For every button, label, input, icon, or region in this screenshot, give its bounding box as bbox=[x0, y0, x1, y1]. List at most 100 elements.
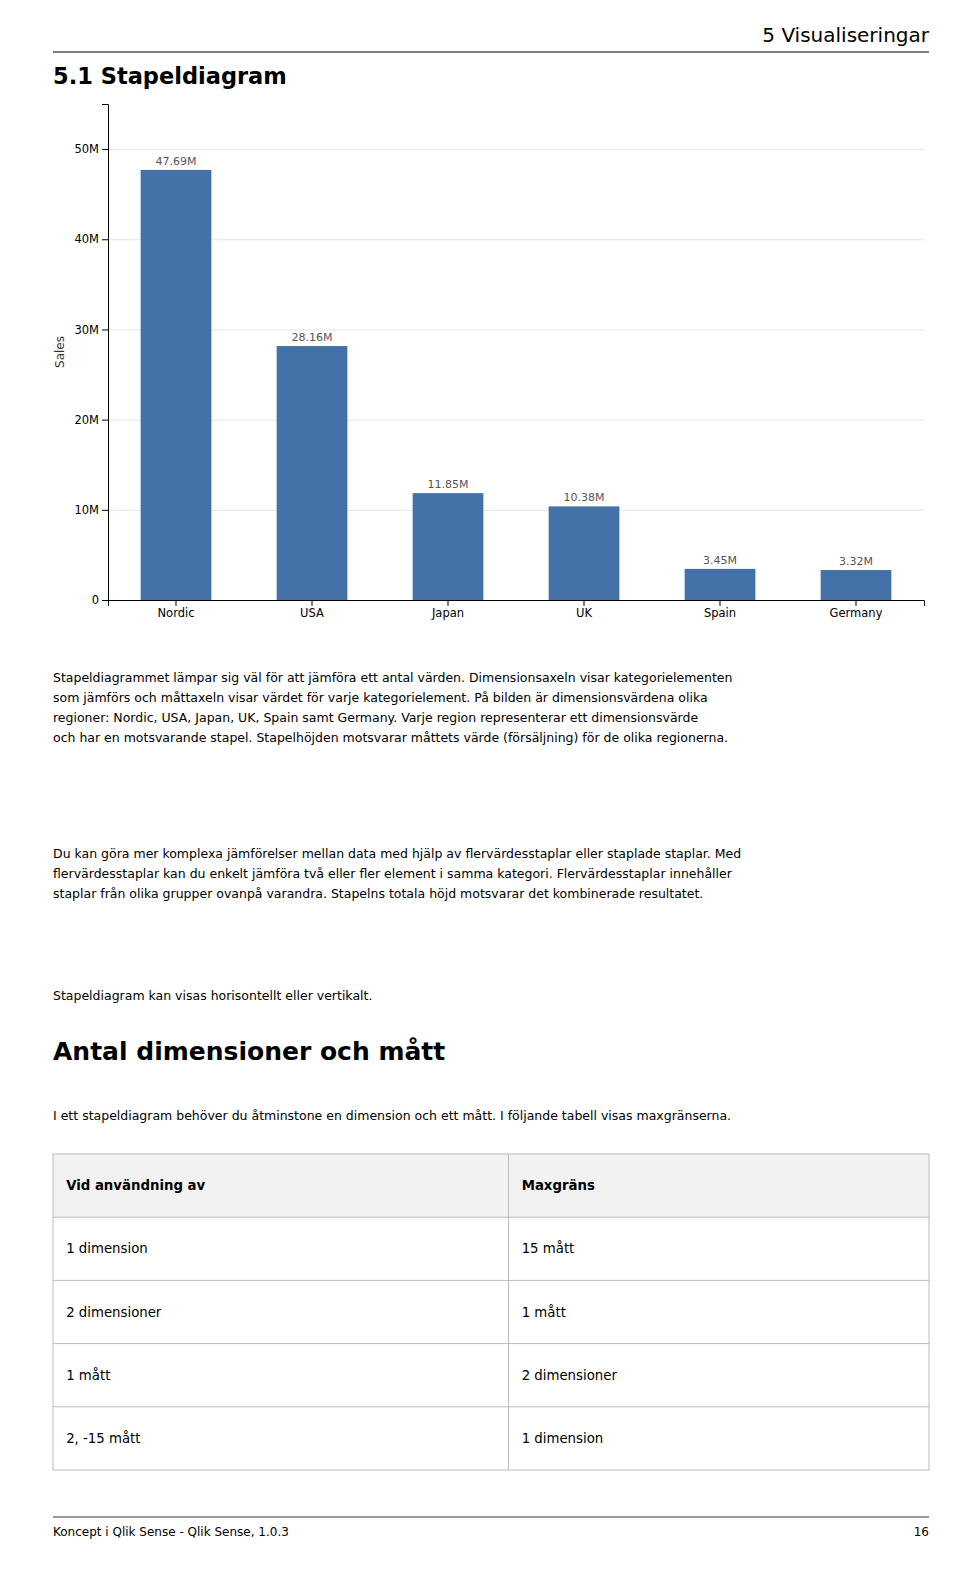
paragraph-line: som jämförs och måttaxeln visar värdet f… bbox=[53, 690, 708, 705]
x-tick: USA bbox=[300, 600, 324, 620]
table-cell: 15 mått bbox=[522, 1240, 575, 1256]
paragraph: Stapeldiagram kan visas horisontellt ell… bbox=[53, 988, 372, 1003]
grid-line bbox=[108, 510, 924, 511]
grid-tick bbox=[108, 239, 924, 240]
table-row-line bbox=[53, 1217, 929, 1218]
y-tick-label: 40M bbox=[74, 232, 99, 246]
data-label: 11.85M bbox=[428, 478, 469, 491]
paragraph: Du kan göra mer komplexa jämförelser mel… bbox=[53, 846, 741, 901]
bar bbox=[685, 569, 756, 600]
y-tick-label: 0 bbox=[92, 593, 99, 607]
x-tick-label: Nordic bbox=[158, 606, 195, 620]
paragraph-line: och har en motsvarande stapel. Stapelhöj… bbox=[53, 730, 728, 745]
y-tick-label: 30M bbox=[74, 323, 99, 337]
section2-title: Antal dimensioner och mått bbox=[53, 1037, 445, 1066]
table-col-line bbox=[508, 1154, 509, 1470]
data-label: 3.32M bbox=[839, 555, 873, 568]
y-tick-mark bbox=[102, 600, 108, 601]
table-row-line bbox=[53, 1280, 929, 1281]
paragraph-line: Stapeldiagrammet lämpar sig väl för att … bbox=[53, 670, 732, 685]
x-tick-label: Germany bbox=[830, 606, 883, 620]
y-tick: 30M bbox=[74, 323, 108, 337]
grid-tick bbox=[108, 420, 924, 421]
grid-line bbox=[108, 329, 924, 330]
x-tick: Germany bbox=[830, 600, 883, 620]
y-tick: 40M bbox=[74, 232, 108, 246]
y-tick-mark bbox=[102, 420, 108, 421]
y-tick: 50M bbox=[74, 142, 108, 156]
paragraph-line: Du kan göra mer komplexa jämförelser mel… bbox=[53, 846, 741, 861]
grid-tick bbox=[108, 510, 924, 511]
grid-line bbox=[108, 420, 924, 421]
x-tick-mark bbox=[448, 600, 449, 606]
section2-intro: I ett stapeldiagram behöver du åtminston… bbox=[53, 1108, 731, 1123]
data-labels: 47.69M28.16M11.85M10.38M3.45M3.32M bbox=[156, 155, 873, 568]
x-axis-line bbox=[109, 601, 925, 607]
bar bbox=[549, 506, 620, 600]
x-tick: UK bbox=[576, 600, 592, 620]
bars bbox=[141, 170, 892, 600]
footer-rule bbox=[53, 1517, 929, 1518]
x-tick-label: Spain bbox=[704, 606, 736, 620]
table-header-bg bbox=[53, 1154, 929, 1217]
x-tick-label: Japan bbox=[431, 606, 464, 620]
data-label: 10.38M bbox=[564, 491, 605, 504]
y-axis-title: Sales bbox=[53, 336, 67, 368]
page: 5 Visualiseringar5.1 Stapeldiagram010M20… bbox=[0, 0, 960, 1577]
y-axis-line bbox=[102, 105, 109, 601]
x-tick-mark bbox=[856, 600, 857, 606]
paragraph: Stapeldiagrammet lämpar sig väl för att … bbox=[53, 670, 732, 745]
table-cell: 1 mått bbox=[522, 1304, 566, 1320]
x-tick-label: UK bbox=[576, 606, 592, 620]
x-tick: Japan bbox=[431, 600, 464, 620]
y-tick: 10M bbox=[74, 503, 108, 517]
x-tick: Spain bbox=[704, 600, 736, 620]
x-tick-mark bbox=[176, 600, 177, 606]
x-tick: Nordic bbox=[158, 600, 195, 620]
data-label: 3.45M bbox=[703, 554, 737, 567]
paragraph-line: regioner: Nordic, USA, Japan, UK, Spain … bbox=[53, 710, 698, 725]
y-tick-mark bbox=[102, 329, 108, 330]
grid-line bbox=[108, 239, 924, 240]
paragraph-line: Stapeldiagram kan visas horisontellt ell… bbox=[53, 988, 372, 1003]
x-axis: Nordic USA Japan UK Spain Germany bbox=[109, 600, 925, 620]
table: Vid användning av Maxgräns 1 dimension 15 m… bbox=[53, 1154, 929, 1470]
x-tick-label: USA bbox=[300, 606, 324, 620]
y-tick-label: 20M bbox=[74, 413, 99, 427]
table-header: Maxgräns bbox=[522, 1178, 595, 1193]
page-title: 5 Visualiseringar bbox=[762, 23, 929, 47]
table-cell: 1 dimension bbox=[522, 1431, 604, 1446]
table-header: Vid användning av bbox=[66, 1178, 205, 1193]
paragraph-line: staplar från olika grupper ovanpå varand… bbox=[53, 886, 703, 901]
table-border bbox=[53, 1154, 929, 1470]
bar bbox=[413, 493, 484, 600]
header-rule bbox=[53, 52, 929, 53]
footer-right: 16 bbox=[914, 1525, 929, 1539]
grid-line bbox=[108, 149, 924, 150]
table-cell: 1 mått bbox=[66, 1367, 110, 1383]
table-row-line bbox=[53, 1343, 929, 1344]
x-tick-mark bbox=[584, 600, 585, 606]
table-cell: 2, -15 mått bbox=[66, 1430, 140, 1446]
data-label: 47.69M bbox=[156, 155, 197, 168]
table-cell: 1 dimension bbox=[66, 1241, 148, 1256]
grid-tick bbox=[108, 149, 924, 150]
y-tick-mark bbox=[102, 510, 108, 511]
paragraph-line: flervärdesstaplar kan du enkelt jämföra … bbox=[53, 866, 733, 881]
table-cell: 2 dimensioner bbox=[66, 1305, 162, 1320]
y-tick-label: 10M bbox=[74, 503, 99, 517]
y-tick: 0 bbox=[92, 593, 108, 607]
bar bbox=[277, 346, 348, 600]
table-row-line bbox=[53, 1406, 929, 1407]
y-tick-mark bbox=[102, 149, 108, 150]
chart: 0 10M 20M 30M 40M 50M Nordic USA Japan UK Spain Ger… bbox=[53, 105, 925, 621]
y-axis: 0 10M 20M 30M 40M 50M bbox=[74, 105, 108, 608]
y-tick-label: 50M bbox=[74, 142, 99, 156]
grid bbox=[108, 150, 924, 601]
y-tick-mark bbox=[102, 239, 108, 240]
table-cell: 2 dimensioner bbox=[522, 1368, 618, 1383]
bar bbox=[821, 570, 892, 600]
x-tick-mark bbox=[312, 600, 313, 606]
grid-tick bbox=[108, 329, 924, 330]
y-tick: 20M bbox=[74, 413, 108, 427]
